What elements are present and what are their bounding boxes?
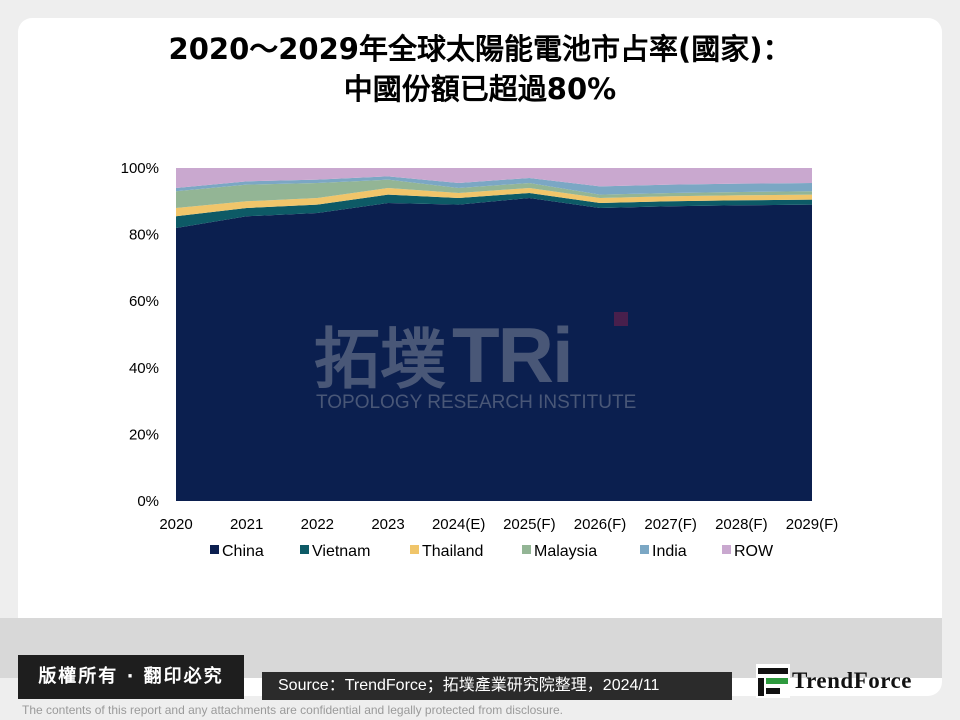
legend-swatch-india (640, 545, 649, 554)
watermark-dot (614, 312, 628, 326)
legend-label-china: China (222, 543, 264, 560)
y-tick-label: 40% (129, 360, 159, 377)
y-tick-label: 100% (121, 160, 159, 177)
area-row (176, 168, 812, 188)
legend-swatch-malaysia (522, 545, 531, 554)
legend-label-vietnam: Vietnam (312, 543, 370, 560)
x-tick-label: 2023 (371, 516, 404, 533)
chart-title-line1: 2020～2029年全球太陽能電池市占率(國家)： (168, 32, 792, 66)
watermark: 拓墣 TRi TOPOLOGY RESEARCH INSTITUTE (314, 311, 636, 413)
legend-label-row: ROW (734, 543, 774, 560)
area-india (176, 176, 812, 195)
x-tick-label: 2029(F) (786, 516, 839, 533)
watermark-brand: TRi (452, 311, 572, 399)
legend-swatch-china (210, 545, 219, 554)
area-china (176, 197, 812, 501)
legend-swatch-thailand (410, 545, 419, 554)
x-tick-label: 2020 (159, 516, 192, 533)
chart-title-line2: 中國份額已超過80% (343, 72, 617, 106)
legend: China Vietnam Thailand Malaysia India ROW (210, 543, 774, 560)
legend-swatch-vietnam (300, 545, 309, 554)
x-tick-label: 2024(E) (432, 516, 485, 533)
y-tick-label: 0% (137, 493, 159, 510)
confidentiality-note: The contents of this report and any atta… (22, 703, 563, 717)
y-axis-ticks: 0% 20% 40% 60% 80% 100% (121, 160, 159, 510)
x-tick-label: 2027(F) (644, 516, 697, 533)
copyright-notice: 版權所有 · 翻印必究 (18, 655, 244, 699)
x-tick-label: 2022 (301, 516, 334, 533)
y-tick-label: 60% (129, 293, 159, 310)
y-tick-label: 80% (129, 227, 159, 244)
watermark-chinese: 拓墣 (314, 321, 446, 398)
x-tick-label: 2021 (230, 516, 263, 533)
trendforce-logo: TrendForce (752, 660, 942, 700)
legend-label-thailand: Thailand (422, 543, 483, 560)
trendforce-logo-icon (756, 664, 790, 698)
x-axis-ticks: 2020 2021 2022 2023 2024(E) 2025(F) 2026(F) 202… (159, 516, 838, 533)
area-series-group (176, 168, 812, 501)
area-vietnam (176, 192, 812, 228)
legend-label-india: India (652, 543, 687, 560)
source-caption: Source：TrendForce；拓墣產業研究院整理，2024/11 (262, 672, 732, 700)
legend-label-malaysia: Malaysia (534, 543, 597, 560)
area-malaysia (176, 179, 812, 208)
legend-swatch-row (722, 545, 731, 554)
y-tick-label: 20% (129, 426, 159, 443)
x-tick-label: 2026(F) (574, 516, 627, 533)
area-thailand (176, 187, 812, 217)
x-tick-label: 2025(F) (503, 516, 556, 533)
x-tick-label: 2028(F) (715, 516, 768, 533)
trendforce-logo-text: TrendForce (792, 668, 912, 693)
watermark-subtitle: TOPOLOGY RESEARCH INSTITUTE (316, 392, 636, 413)
